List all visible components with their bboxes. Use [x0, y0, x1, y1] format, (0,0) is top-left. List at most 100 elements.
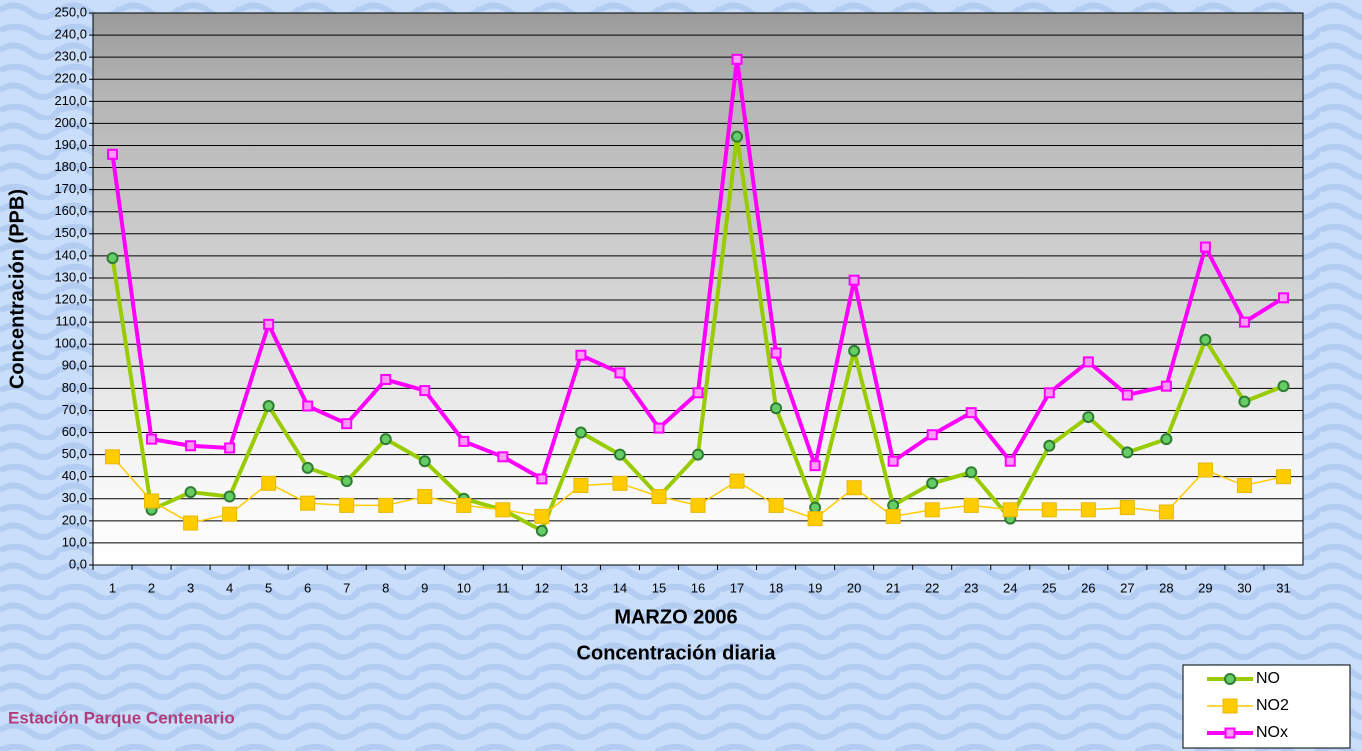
- y-tick-label: 200,0: [54, 115, 87, 130]
- data-point: [925, 503, 939, 517]
- x-tick-label: 30: [1237, 580, 1251, 595]
- x-tick-label: 28: [1159, 580, 1173, 595]
- data-point: [498, 452, 507, 461]
- data-point: [106, 450, 120, 464]
- y-tick-label: 160,0: [54, 203, 87, 218]
- x-tick-label: 25: [1042, 580, 1056, 595]
- data-point: [186, 487, 196, 497]
- data-point: [381, 434, 391, 444]
- data-point: [1278, 381, 1288, 391]
- data-point: [457, 498, 471, 512]
- x-tick-label: 24: [1003, 580, 1017, 595]
- y-axis-title: Concentración (PPB): [6, 189, 28, 389]
- x-tick-label: 22: [925, 580, 939, 595]
- data-point: [810, 503, 820, 513]
- y-tick-label: 210,0: [54, 93, 87, 108]
- data-point: [420, 456, 430, 466]
- data-point: [888, 500, 898, 510]
- station-note: Estación Parque Centenario: [8, 708, 235, 727]
- x-tick-label: 11: [496, 580, 510, 595]
- data-point: [379, 498, 393, 512]
- data-point: [496, 503, 510, 517]
- x-tick-label: 21: [886, 580, 900, 595]
- data-point: [964, 498, 978, 512]
- x-tick-label: 5: [265, 580, 272, 595]
- data-point: [772, 349, 781, 358]
- data-point: [303, 402, 312, 411]
- subtitle: Concentración diaria: [577, 642, 777, 664]
- x-tick-label: 2: [148, 580, 155, 595]
- data-point: [694, 388, 703, 397]
- legend-marker: [1225, 674, 1235, 684]
- x-tick-label: 17: [730, 580, 744, 595]
- data-point: [1237, 479, 1251, 493]
- page: {"chart_data": {"type": "line", "xlabel"…: [0, 0, 1362, 751]
- data-point: [732, 132, 742, 142]
- x-axis-title: MARZO 2006: [614, 606, 737, 628]
- data-point: [1279, 293, 1288, 302]
- y-tick-label: 240,0: [54, 27, 87, 42]
- x-tick-label: 3: [187, 580, 194, 595]
- data-point: [186, 441, 195, 450]
- legend-marker: [1226, 729, 1235, 738]
- data-point: [733, 55, 742, 64]
- data-point: [691, 498, 705, 512]
- data-point: [1198, 463, 1212, 477]
- data-point: [808, 512, 822, 526]
- data-point: [730, 474, 744, 488]
- chart: MARZO 2006 Concentración diaria Concentr…: [0, 0, 1362, 751]
- data-point: [1123, 390, 1132, 399]
- data-point: [418, 490, 432, 504]
- x-tick-label: 16: [691, 580, 705, 595]
- data-point: [301, 496, 315, 510]
- data-point: [225, 443, 234, 452]
- data-point: [966, 467, 976, 477]
- x-tick-label: 9: [421, 580, 428, 595]
- x-tick-label: 15: [652, 580, 666, 595]
- data-point: [1006, 457, 1015, 466]
- data-point: [535, 509, 549, 523]
- data-point: [303, 463, 313, 473]
- y-tick-label: 140,0: [54, 247, 87, 262]
- y-tick-label: 110,0: [55, 314, 87, 329]
- y-tick-label: 220,0: [54, 71, 87, 86]
- data-point: [886, 509, 900, 523]
- data-point: [967, 408, 976, 417]
- data-point: [1045, 388, 1054, 397]
- y-tick-label: 60,0: [62, 424, 87, 439]
- data-point: [693, 450, 703, 460]
- x-tick-label: 18: [769, 580, 783, 595]
- y-tick-label: 180,0: [54, 159, 87, 174]
- x-tick-label: 26: [1081, 580, 1095, 595]
- data-point: [615, 368, 624, 377]
- x-tick-label: 12: [535, 580, 549, 595]
- data-point: [420, 386, 429, 395]
- data-point: [1044, 441, 1054, 451]
- data-point: [225, 492, 235, 502]
- x-tick-label: 23: [964, 580, 978, 595]
- legend-label: NOx: [1256, 724, 1288, 741]
- y-tick-label: 150,0: [54, 225, 87, 240]
- data-point: [108, 150, 117, 159]
- data-point: [223, 507, 237, 521]
- data-point: [1240, 318, 1249, 327]
- data-point: [342, 476, 352, 486]
- y-tick-label: 40,0: [62, 468, 87, 483]
- x-tick-label: 4: [226, 580, 233, 595]
- data-point: [1239, 397, 1249, 407]
- data-point: [340, 498, 354, 512]
- data-point: [574, 479, 588, 493]
- y-tick-label: 0,0: [69, 556, 87, 571]
- y-tick-label: 100,0: [54, 336, 87, 351]
- data-point: [1083, 412, 1093, 422]
- data-point: [145, 494, 159, 508]
- x-tick-label: 31: [1276, 580, 1290, 595]
- data-point: [262, 476, 276, 490]
- x-tick-label: 6: [304, 580, 311, 595]
- y-tick-label: 30,0: [62, 490, 87, 505]
- y-tick-label: 120,0: [54, 291, 87, 306]
- y-tick-label: 250,0: [54, 4, 87, 19]
- data-point: [1122, 447, 1132, 457]
- data-point: [1159, 505, 1173, 519]
- data-point: [576, 428, 586, 438]
